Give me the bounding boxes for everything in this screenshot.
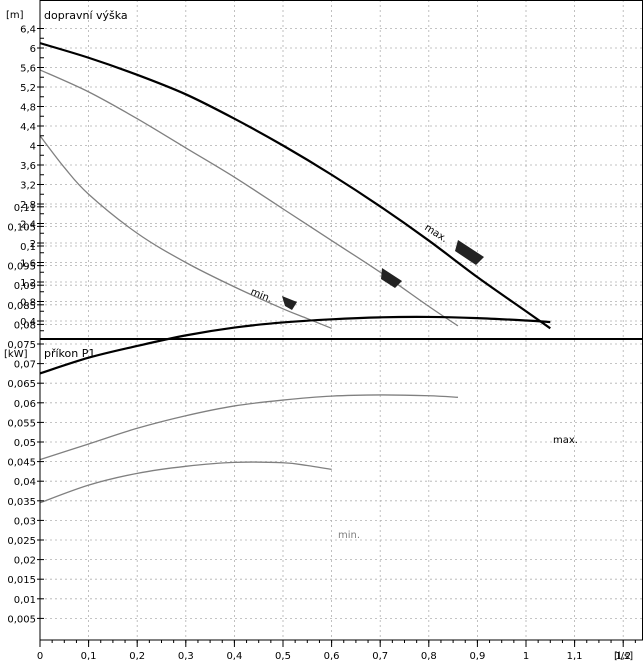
power-y-tick-label: 0,025: [7, 536, 36, 547]
power-y-tick-label: 0,035: [7, 497, 36, 508]
x-tick-label: 0,1: [81, 651, 97, 662]
x-tick-label: 0,5: [275, 651, 291, 662]
head-y-tick-label: 3,6: [20, 161, 36, 172]
head-series-line: [39, 42, 551, 330]
x-tick-label: 0: [37, 651, 43, 662]
x-tick-label: 0,8: [421, 651, 437, 662]
head-y-tick-label: 1,2: [20, 278, 36, 289]
x-tick-label: 0,3: [178, 651, 194, 662]
mid-speed-marker-icon: [381, 268, 402, 288]
power-y-tick-label: 0,1: [20, 242, 36, 253]
head-y-tick-label: 2,8: [20, 200, 36, 211]
power-y-tick-label: 0,07: [14, 360, 36, 371]
x-tick-label: 0,2: [129, 651, 145, 662]
power-y-tick-label: 0,04: [14, 477, 36, 488]
power-y-tick-label: 0,03: [14, 516, 36, 527]
marker-layer: [282, 240, 484, 310]
power-y-tick-label: 0,06: [14, 399, 36, 410]
power-y-tick-label: 0,08: [14, 320, 36, 331]
power-y-tick-label: 0,085: [7, 301, 36, 312]
power-y-tick-label: 0,11: [14, 203, 36, 214]
x-tick-label: 0,4: [226, 651, 242, 662]
x-tick-label: 1: [523, 651, 529, 662]
power-max-label: max.: [553, 435, 578, 446]
axis-layer: 0,4 0,8 1,2 1,6 2 2,4 2,8 3,2 3,6 4 4,4 4,8 5,2 5,6 6 6…: [7, 0, 643, 662]
head-y-tick-label: 3,2: [20, 181, 36, 192]
head-y-tick-label: 1,6: [20, 259, 36, 270]
x-tick-label: 0,6: [324, 651, 340, 662]
min-speed-marker-icon: [282, 296, 297, 310]
power-y-tick-label: 0,105: [7, 222, 36, 233]
x-tick-label: 0,7: [372, 651, 388, 662]
power-series-line: [39, 394, 458, 461]
power-y-unit: [kW]: [4, 349, 28, 360]
power-min-label: min.: [338, 530, 360, 541]
head-y-tick-label: 5,2: [20, 83, 36, 94]
power-y-tick-label: 0,09: [14, 281, 36, 292]
power-y-tick-label: 0,045: [7, 458, 36, 469]
head-y-tick-label: 2: [30, 239, 36, 250]
plot-frame: [39, 0, 643, 641]
head-y-tick-label: 5,6: [20, 64, 36, 75]
power-y-tick-label: 0,01: [14, 595, 36, 606]
power-y-tick-label: 0,065: [7, 379, 36, 390]
head-y-tick-label: 0,4: [20, 317, 36, 328]
power-y-tick-label: 0,075: [7, 340, 36, 351]
head-min-label: min.: [249, 287, 274, 305]
power-panel-title: příkon P1: [44, 347, 95, 360]
grid-layer: [40, 0, 643, 640]
power-y-tick-label: 0,005: [7, 614, 36, 625]
head-y-tick-label: 2,4: [20, 220, 36, 231]
head-y-tick-label: 4,8: [20, 103, 36, 114]
head-y-tick-label: 6,4: [20, 25, 36, 36]
head-panel-title: dopravní výška: [44, 9, 128, 22]
power-y-tick-label: 0,055: [7, 418, 36, 429]
max-speed-marker-icon: [455, 240, 484, 265]
power-y-tick-label: 0,095: [7, 262, 36, 273]
power-series-line: [39, 315, 551, 375]
head-y-tick-label: 4,4: [20, 122, 36, 133]
head-series-line: [39, 135, 332, 329]
power-y-tick-label: 0,015: [7, 575, 36, 586]
power-series-line: [39, 461, 332, 504]
head-series-line: [39, 69, 459, 327]
curve-layer: max. min. max. min.: [39, 42, 578, 541]
power-y-tick-label: 0,05: [14, 438, 36, 449]
head-y-tick-label: 6: [30, 44, 36, 55]
x-tick-label: 1,2: [615, 651, 631, 662]
x-tick-label: 0,9: [469, 651, 485, 662]
head-max-label: max.: [422, 222, 449, 245]
x-axis-unit: [l/s]: [614, 651, 633, 662]
power-y-tick-label: 0,02: [14, 556, 36, 567]
head-y-tick-label: 4: [30, 142, 36, 153]
head-y-unit: [m]: [6, 10, 24, 21]
head-y-tick-label: 0,8: [20, 298, 36, 309]
x-tick-label: 1,1: [567, 651, 583, 662]
